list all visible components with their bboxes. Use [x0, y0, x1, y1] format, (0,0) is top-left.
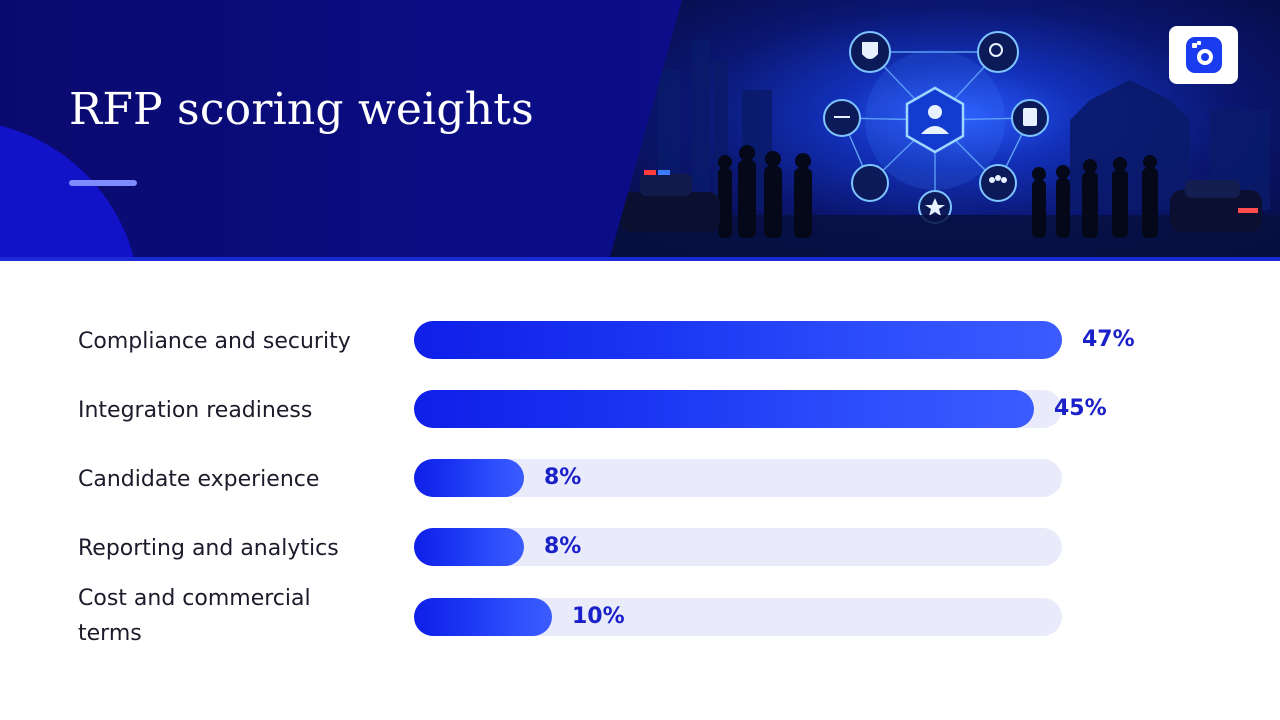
logo-icon	[1185, 37, 1222, 73]
header-band: RFP scoring weights	[0, 0, 1280, 257]
category-label: Integration readiness	[78, 398, 313, 423]
bar	[414, 459, 524, 497]
decorative-circle	[0, 120, 140, 257]
people-icon	[979, 164, 1017, 202]
bar	[414, 321, 1062, 359]
header-illustration	[610, 0, 1280, 257]
value-label: 8%	[544, 534, 582, 559]
bar	[414, 528, 524, 566]
page-title: RFP scoring weights	[69, 84, 534, 135]
category-label: Candidate experience	[78, 467, 320, 492]
brand-logo	[1169, 26, 1238, 84]
bar	[414, 598, 552, 636]
fingerprint-icon	[851, 164, 889, 202]
category-label: Compliance and security	[78, 329, 351, 354]
value-label: 45%	[1054, 396, 1107, 421]
category-label: Reporting and analytics	[78, 536, 339, 561]
search-icon	[977, 31, 1019, 73]
header-divider	[0, 257, 1280, 261]
person-icon	[905, 86, 965, 154]
value-label: 8%	[544, 465, 582, 490]
value-label: 10%	[572, 604, 625, 629]
title-accent-line	[69, 180, 137, 186]
value-label: 47%	[1082, 327, 1135, 352]
bar	[414, 390, 1034, 428]
category-label: Cost and commercial terms	[78, 586, 311, 646]
network-illustration	[610, 31, 1280, 257]
